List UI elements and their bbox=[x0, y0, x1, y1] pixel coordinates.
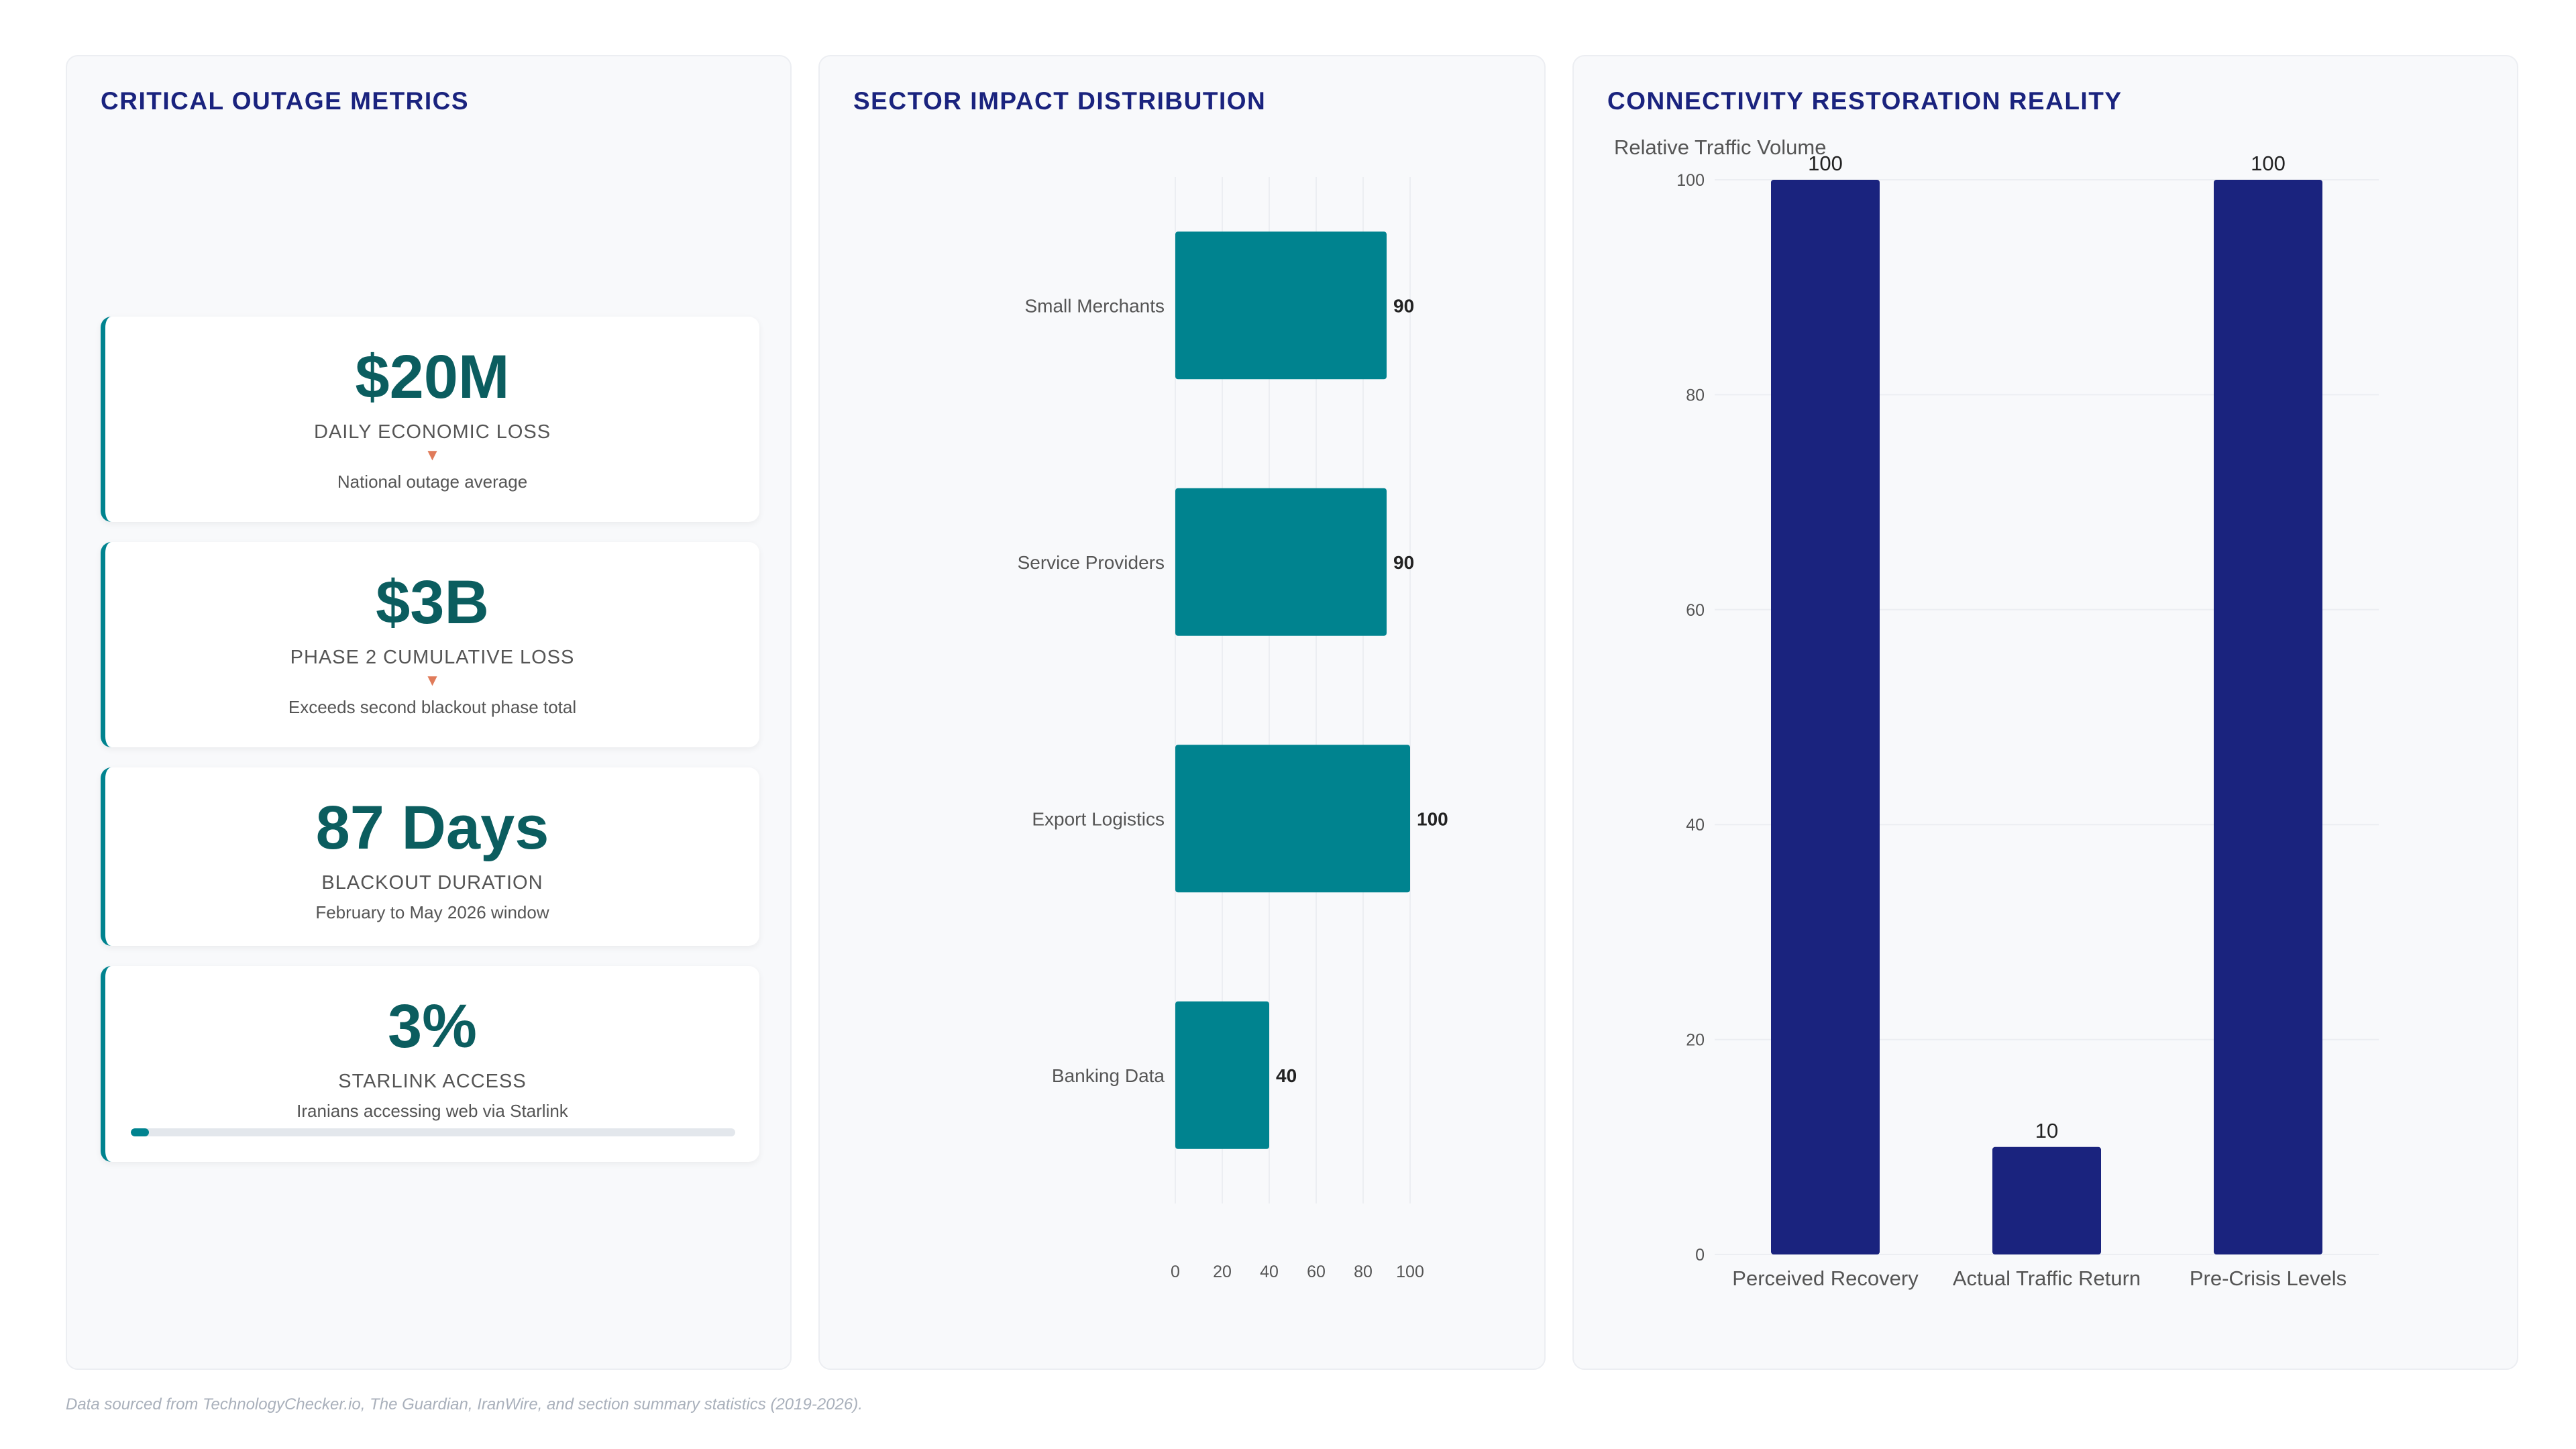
sector-panel: SECTOR IMPACT DISTRIBUTION 0 20 40 60 80 100 S… bbox=[818, 55, 1546, 1370]
bar bbox=[2214, 180, 2322, 1254]
kpi-label: BLACKOUT DURATION bbox=[321, 872, 543, 894]
category-label: Actual Traffic Return bbox=[1953, 1267, 2141, 1290]
sector-panel-title: SECTOR IMPACT DISTRIBUTION bbox=[853, 87, 1267, 115]
kpi-value: $3B bbox=[376, 568, 489, 637]
kpi-value: 87 Days bbox=[315, 794, 549, 862]
data-label: 10 bbox=[2035, 1119, 2058, 1142]
bar bbox=[1175, 1001, 1269, 1149]
data-label: 90 bbox=[1393, 295, 1414, 316]
kpi-card-starlink-access: 3% STARLINK ACCESS Iranians accessing we… bbox=[101, 966, 759, 1162]
trend-down-icon: ▼ bbox=[424, 672, 441, 690]
category-label: Perceived Recovery bbox=[1732, 1267, 1919, 1290]
kpi-value: 3% bbox=[388, 992, 477, 1061]
kpi-note: Exceeds second blackout phase total bbox=[288, 697, 577, 717]
kpi-note: February to May 2026 window bbox=[315, 902, 549, 922]
x-tick-label: 80 bbox=[1354, 1263, 1373, 1281]
data-label: 40 bbox=[1276, 1065, 1297, 1086]
x-tick-label: 40 bbox=[1260, 1263, 1279, 1281]
starlink-progress-fill bbox=[131, 1128, 150, 1136]
category-label: Export Logistics bbox=[1032, 808, 1165, 829]
kpi-label: DAILY ECONOMIC LOSS bbox=[313, 421, 551, 443]
data-label: 90 bbox=[1393, 552, 1414, 573]
y-axis-title: Relative Traffic Volume bbox=[1614, 136, 1826, 159]
category-label: Pre-Crisis Levels bbox=[2190, 1267, 2347, 1290]
connectivity-panel-title: CONNECTIVITY RESTORATION REALITY bbox=[1607, 87, 2123, 115]
x-tick-label: 60 bbox=[1307, 1263, 1326, 1281]
kpi-note: National outage average bbox=[337, 472, 528, 492]
kpi-card-daily-loss: $20M DAILY ECONOMIC LOSS ▼ National outa… bbox=[101, 317, 759, 522]
kpi-label: STARLINK ACCESS bbox=[338, 1071, 527, 1092]
x-tick-label: 100 bbox=[1396, 1263, 1424, 1281]
bar bbox=[1992, 1146, 2101, 1254]
metrics-panel-title: CRITICAL OUTAGE METRICS bbox=[101, 87, 470, 115]
bar bbox=[1175, 745, 1410, 893]
kpi-card-blackout-duration: 87 Days BLACKOUT DURATION February to Ma… bbox=[101, 767, 759, 946]
category-label: Small Merchants bbox=[1024, 295, 1165, 316]
category-label: Service Providers bbox=[1018, 552, 1165, 573]
data-label: 100 bbox=[2251, 152, 2286, 175]
x-tick-label: 0 bbox=[1171, 1263, 1180, 1281]
y-tick-label: 0 bbox=[1695, 1246, 1705, 1265]
kpi-note: Iranians accessing web via Starlink bbox=[297, 1101, 568, 1121]
bar bbox=[1771, 180, 1880, 1254]
source-footnote: Data sourced from TechnologyChecker.io, … bbox=[66, 1395, 863, 1413]
metrics-panel: CRITICAL OUTAGE METRICS $20M DAILY ECONO… bbox=[66, 55, 792, 1370]
bar bbox=[1175, 231, 1387, 380]
sector-impact-chart: 0 20 40 60 80 100 Small Merchants 90 Service Pro… bbox=[1018, 177, 1448, 1281]
y-tick-label: 60 bbox=[1686, 601, 1705, 620]
trend-down-icon: ▼ bbox=[424, 446, 441, 464]
data-label: 100 bbox=[1417, 808, 1448, 829]
kpi-card-phase2-loss: $3B PHASE 2 CUMULATIVE LOSS ▼ Exceeds se… bbox=[101, 542, 759, 747]
category-label: Banking Data bbox=[1052, 1065, 1165, 1086]
starlink-progress-bar bbox=[131, 1128, 735, 1136]
connectivity-panel: CONNECTIVITY RESTORATION REALITY 0 20 40 60… bbox=[1572, 55, 2518, 1370]
data-label: 100 bbox=[1808, 152, 1843, 175]
y-tick-label: 40 bbox=[1686, 816, 1705, 835]
y-tick-label: 20 bbox=[1686, 1031, 1705, 1050]
y-tick-label: 80 bbox=[1686, 386, 1705, 405]
bar bbox=[1175, 488, 1387, 636]
kpi-value: $20M bbox=[355, 343, 510, 411]
y-tick-label: 100 bbox=[1676, 171, 1705, 190]
kpi-label: PHASE 2 CUMULATIVE LOSS bbox=[290, 647, 575, 668]
x-tick-label: 20 bbox=[1213, 1263, 1232, 1281]
